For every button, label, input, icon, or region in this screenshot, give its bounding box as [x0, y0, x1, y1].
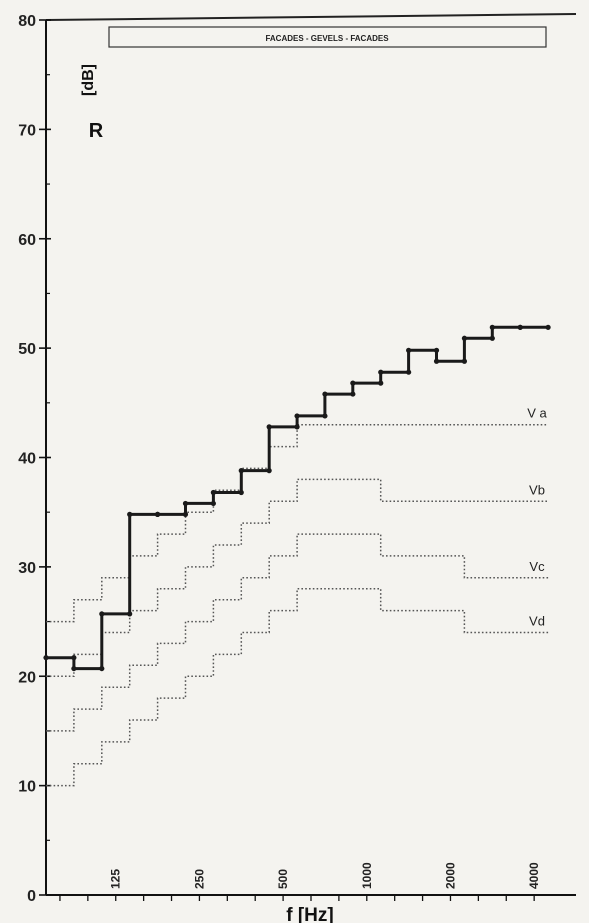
measured-point [433, 347, 440, 353]
reference-label-va: V a [527, 406, 547, 421]
x-tick-label-2000: 2000 [443, 862, 457, 889]
measured-point [489, 324, 495, 330]
measured-point [99, 611, 105, 617]
reference-curve-vb [46, 478, 549, 678]
measured-point [433, 358, 440, 364]
title-box [108, 26, 547, 48]
measured-point [99, 665, 105, 672]
x-tick-label-4000: 4000 [527, 862, 541, 889]
measured-point [238, 489, 244, 496]
measured-point [43, 655, 49, 661]
y-tick-label-80: 80 [18, 13, 36, 30]
y-tick-label-60: 60 [18, 232, 36, 249]
measured-point [294, 413, 300, 419]
x-tick-label-250: 250 [192, 869, 206, 889]
measured-point [322, 391, 328, 397]
y-tick-label-50: 50 [18, 341, 36, 358]
y-axis-unit: [dB] [80, 64, 97, 96]
measured-point [461, 335, 468, 341]
measured-point [154, 511, 161, 517]
reference-label-vb: Vb [529, 482, 545, 497]
x-tick-label-1000: 1000 [360, 862, 374, 889]
measured-point [378, 369, 384, 375]
measured-point [210, 500, 216, 507]
measured-point [127, 611, 133, 617]
measured-point [210, 489, 216, 496]
reference-label-vc: Vc [529, 559, 545, 574]
measured-point [266, 424, 272, 430]
measured-point [238, 468, 244, 474]
measured-point [71, 655, 77, 661]
measured-curve [46, 325, 549, 671]
y-tick-label-40: 40 [18, 451, 36, 468]
y-tick-label-20: 20 [18, 669, 36, 686]
reference-label-vd: Vd [529, 614, 545, 629]
measured-point [461, 358, 468, 364]
measured-point [517, 324, 523, 330]
y-axis-symbol: R [89, 120, 104, 142]
y-tick-label-70: 70 [18, 122, 36, 139]
measured-point [322, 413, 328, 419]
y-tick-label-10: 10 [18, 779, 36, 796]
measured-point [182, 500, 189, 507]
y-tick-label-0: 0 [27, 888, 36, 905]
measured-point [406, 369, 412, 375]
reference-curve-vc [46, 533, 549, 732]
measured-point [350, 391, 356, 397]
top-border-line [45, 13, 577, 21]
chart-title: FACADES - GEVELS - FACADES [265, 34, 389, 43]
x-axis-title: f [Hz] [286, 905, 333, 923]
measured-point [406, 347, 412, 353]
measured-point [71, 665, 77, 672]
measured-point [545, 324, 551, 330]
measured-point [294, 424, 300, 430]
measured-point [489, 335, 495, 341]
measured-point [266, 468, 272, 474]
measured-point [350, 380, 356, 386]
reference-curve-vd [46, 588, 549, 787]
x-tick-label-125: 125 [109, 869, 123, 889]
measured-point [182, 511, 189, 517]
x-tick-label-500: 500 [276, 869, 290, 889]
y-tick-label-30: 30 [18, 560, 36, 577]
measured-point [378, 380, 384, 386]
measured-point [127, 511, 133, 517]
